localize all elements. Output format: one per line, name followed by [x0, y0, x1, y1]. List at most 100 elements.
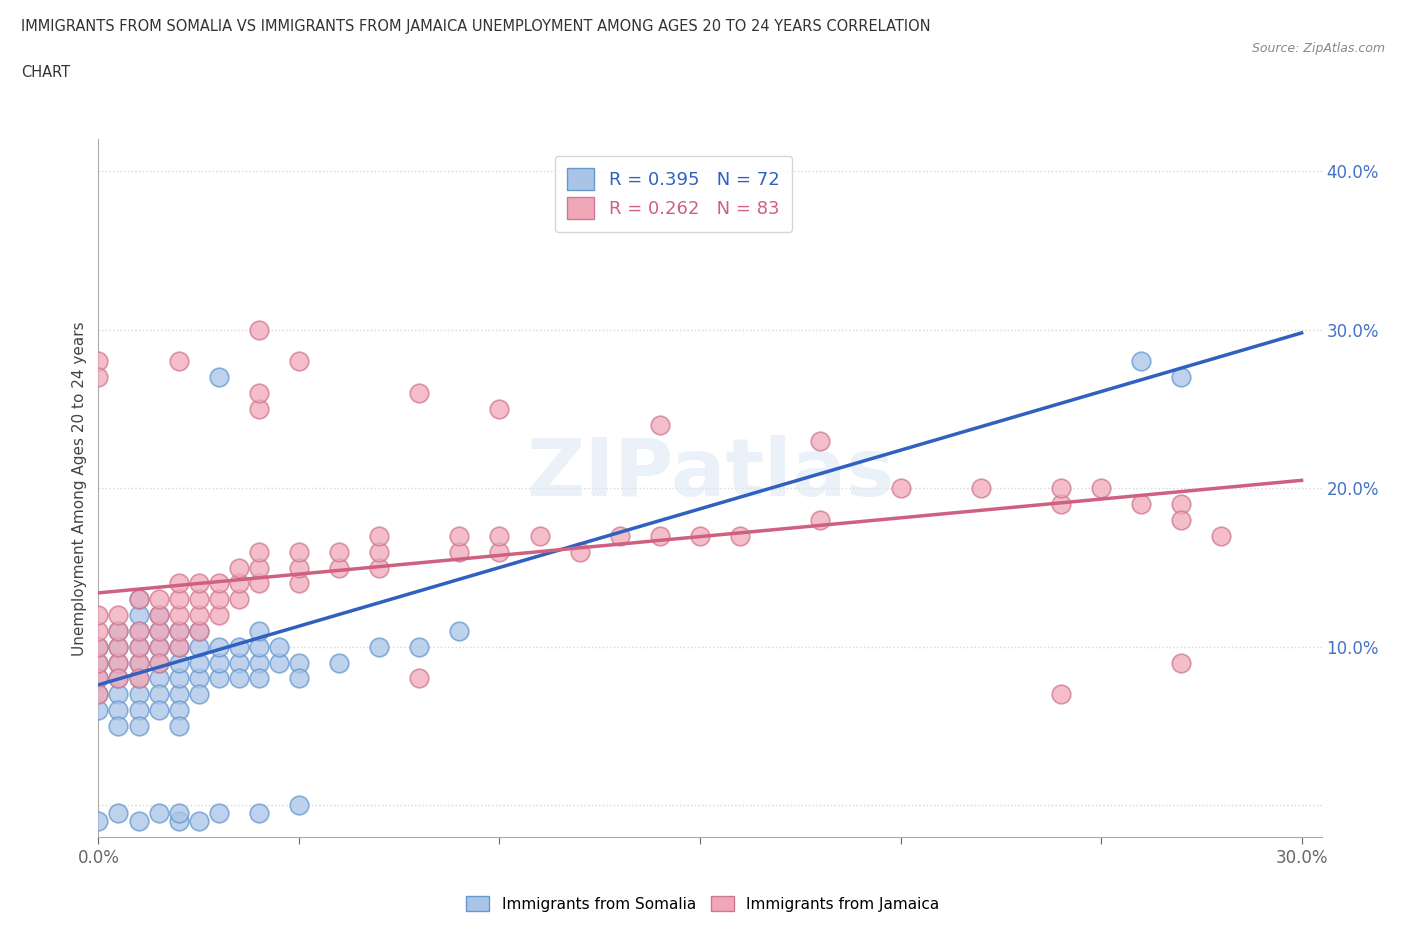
Point [128, 639, 150, 654]
Point [609, 528, 631, 543]
Point [228, 576, 250, 591]
Text: Source: ZipAtlas.com: Source: ZipAtlas.com [1251, 42, 1385, 55]
Point [148, 655, 170, 670]
Point [87, 687, 110, 702]
Point [208, 607, 231, 622]
Point [328, 655, 350, 670]
Point [488, 544, 510, 559]
Point [128, 671, 150, 686]
Point [128, 687, 150, 702]
Point [408, 639, 430, 654]
Point [128, 655, 150, 670]
Point [107, 703, 129, 718]
Point [208, 671, 231, 686]
Point [187, 576, 209, 591]
Point [107, 671, 129, 686]
Point [128, 623, 150, 638]
Point [187, 639, 209, 654]
Point [1130, 354, 1153, 369]
Point [87, 354, 110, 369]
Point [148, 623, 170, 638]
Point [148, 639, 170, 654]
Point [187, 671, 209, 686]
Point [648, 528, 671, 543]
Point [208, 576, 231, 591]
Point [247, 386, 270, 401]
Point [1170, 655, 1192, 670]
Point [167, 354, 190, 369]
Point [247, 639, 270, 654]
Point [288, 576, 311, 591]
Point [187, 814, 209, 829]
Point [167, 671, 190, 686]
Point [267, 639, 290, 654]
Point [187, 591, 209, 606]
Point [228, 639, 250, 654]
Point [148, 639, 170, 654]
Point [128, 671, 150, 686]
Point [87, 703, 110, 718]
Point [87, 655, 110, 670]
Text: ZIPatlas: ZIPatlas [526, 435, 894, 513]
Point [208, 370, 231, 385]
Point [148, 671, 170, 686]
Point [128, 703, 150, 718]
Point [167, 639, 190, 654]
Point [689, 528, 711, 543]
Point [107, 623, 129, 638]
Point [267, 655, 290, 670]
Point [167, 639, 190, 654]
Point [288, 655, 311, 670]
Point [87, 639, 110, 654]
Point [167, 623, 190, 638]
Point [187, 655, 209, 670]
Point [128, 655, 150, 670]
Point [208, 655, 231, 670]
Point [87, 671, 110, 686]
Point [167, 607, 190, 622]
Point [107, 671, 129, 686]
Point [288, 798, 311, 813]
Point [247, 655, 270, 670]
Point [449, 623, 471, 638]
Point [148, 607, 170, 622]
Point [107, 655, 129, 670]
Point [247, 671, 270, 686]
Point [167, 814, 190, 829]
Point [107, 687, 129, 702]
Point [529, 528, 551, 543]
Point [228, 560, 250, 575]
Point [247, 623, 270, 638]
Y-axis label: Unemployment Among Ages 20 to 24 years: Unemployment Among Ages 20 to 24 years [72, 321, 87, 656]
Point [107, 805, 129, 820]
Point [148, 623, 170, 638]
Point [648, 418, 671, 432]
Point [107, 639, 129, 654]
Point [107, 623, 129, 638]
Point [167, 719, 190, 734]
Point [247, 560, 270, 575]
Point [368, 528, 391, 543]
Point [1130, 497, 1153, 512]
Point [148, 805, 170, 820]
Point [449, 528, 471, 543]
Point [128, 719, 150, 734]
Point [187, 687, 209, 702]
Point [228, 591, 250, 606]
Point [148, 687, 170, 702]
Point [247, 805, 270, 820]
Legend: R = 0.395   N = 72, R = 0.262   N = 83: R = 0.395 N = 72, R = 0.262 N = 83 [554, 155, 792, 232]
Point [128, 591, 150, 606]
Point [148, 655, 170, 670]
Point [408, 671, 430, 686]
Point [107, 607, 129, 622]
Point [87, 687, 110, 702]
Point [128, 591, 150, 606]
Point [808, 512, 831, 527]
Point [808, 433, 831, 448]
Point [368, 560, 391, 575]
Point [247, 323, 270, 338]
Point [970, 481, 993, 496]
Point [1211, 528, 1233, 543]
Point [87, 607, 110, 622]
